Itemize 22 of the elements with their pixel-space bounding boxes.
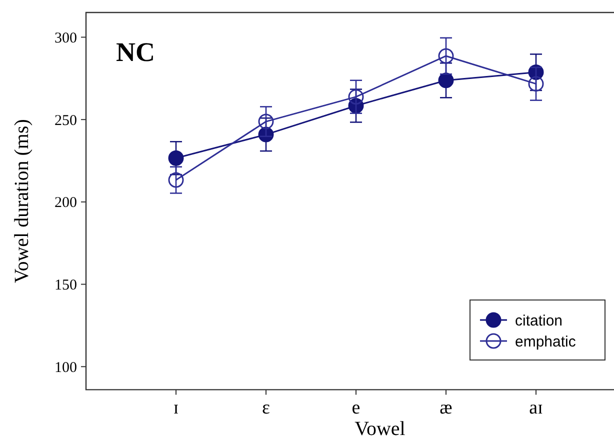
point [168, 150, 184, 166]
y-tick-label: 200 [54, 195, 77, 212]
point [438, 48, 454, 64]
point [348, 89, 364, 105]
y-axis-title: Vowel duration (ms) [11, 119, 33, 284]
point [258, 114, 274, 130]
x-tick-label: ɛ [262, 398, 270, 419]
annotation: NC [116, 37, 155, 67]
point [168, 172, 184, 188]
legend-label: citation [515, 312, 563, 330]
x-tick-label: e [352, 398, 360, 419]
x-tick-label: aɪ [529, 398, 543, 419]
point [438, 72, 454, 88]
point [528, 76, 544, 92]
y-tick-label: 150 [54, 278, 77, 294]
x-tick-label: ɪ [173, 398, 179, 419]
x-tick-label: æ [440, 398, 453, 419]
x-axis-title: Vowel [354, 418, 406, 440]
y-tick-label: 300 [54, 30, 77, 46]
legend-label: emphatic [515, 333, 576, 350]
y-tick-label: 100 [54, 360, 77, 376]
y-tick-label: 250 [54, 112, 77, 129]
